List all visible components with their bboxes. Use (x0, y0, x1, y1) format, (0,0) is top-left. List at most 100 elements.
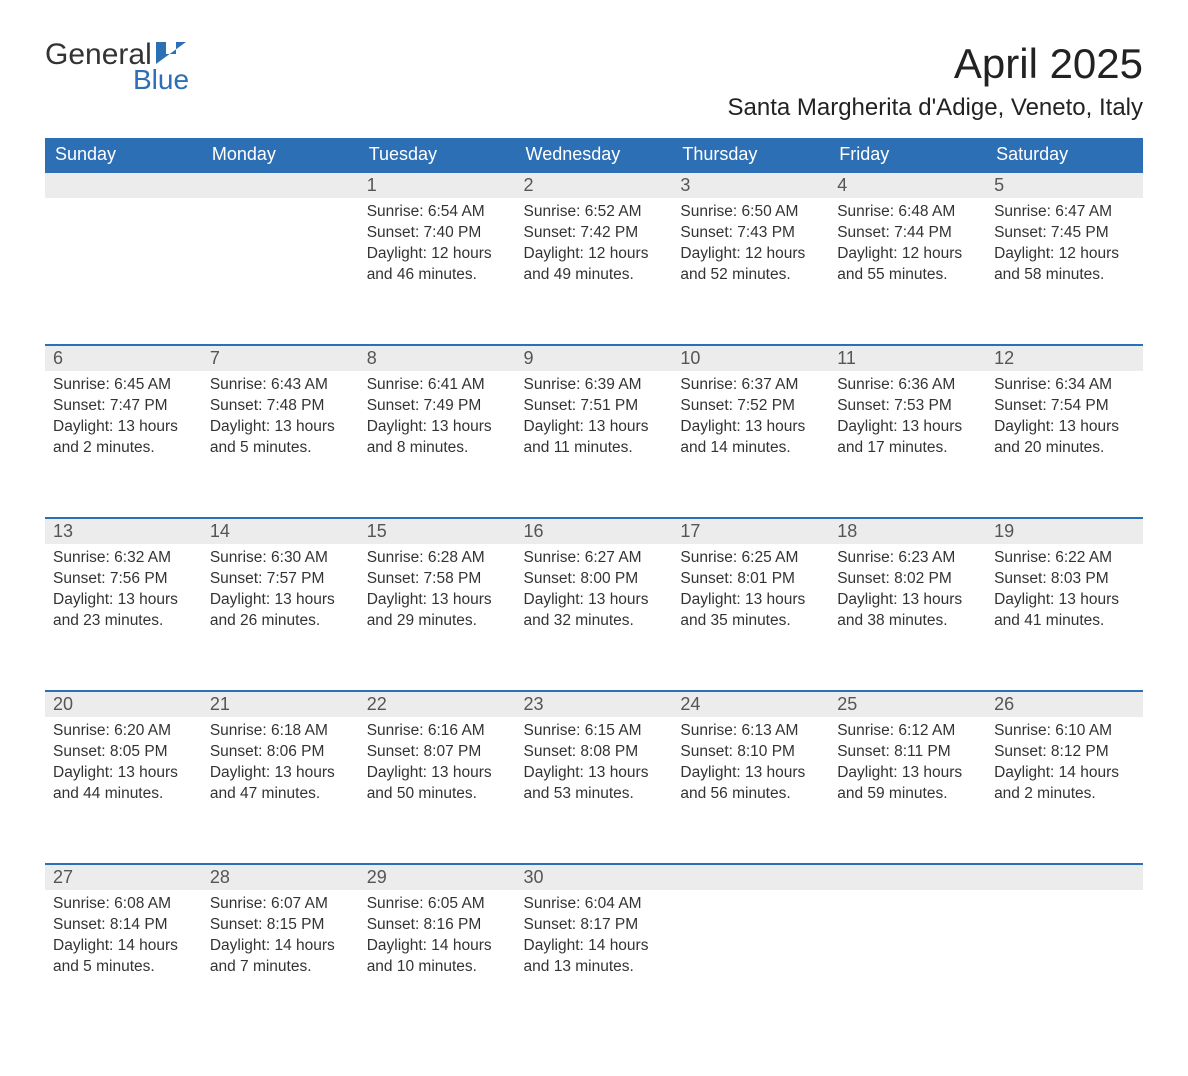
calendar-body: 12345Sunrise: 6:54 AMSunset: 7:40 PMDayl… (45, 172, 1143, 1036)
day2-text: and 26 minutes. (210, 611, 351, 632)
day2-text: and 32 minutes. (524, 611, 665, 632)
day1-text: Daylight: 14 hours (53, 936, 194, 957)
day-content-cell: Sunrise: 6:04 AMSunset: 8:17 PMDaylight:… (516, 890, 673, 1036)
day1-text: Daylight: 13 hours (210, 590, 351, 611)
day-number-cell: 8 (359, 345, 516, 371)
day-number-cell: 30 (516, 864, 673, 890)
sunrise-text: Sunrise: 6:36 AM (837, 375, 978, 396)
sunset-text: Sunset: 7:49 PM (367, 396, 508, 417)
day2-text: and 53 minutes. (524, 784, 665, 805)
sunset-text: Sunset: 8:16 PM (367, 915, 508, 936)
day-number-cell: 13 (45, 518, 202, 544)
sunset-text: Sunset: 8:10 PM (680, 742, 821, 763)
day-number-cell: 15 (359, 518, 516, 544)
day2-text: and 2 minutes. (994, 784, 1135, 805)
week-daynum-row: 6789101112 (45, 345, 1143, 371)
day1-text: Daylight: 13 hours (837, 763, 978, 784)
day2-text: and 10 minutes. (367, 957, 508, 978)
day-content-cell: Sunrise: 6:50 AMSunset: 7:43 PMDaylight:… (672, 198, 829, 345)
day-content-cell: Sunrise: 6:43 AMSunset: 7:48 PMDaylight:… (202, 371, 359, 518)
day-number-cell: 16 (516, 518, 673, 544)
day-content-cell (986, 890, 1143, 1036)
day-content-cell: Sunrise: 6:27 AMSunset: 8:00 PMDaylight:… (516, 544, 673, 691)
day-content-cell: Sunrise: 6:07 AMSunset: 8:15 PMDaylight:… (202, 890, 359, 1036)
day-number-cell: 23 (516, 691, 673, 717)
day1-text: Daylight: 14 hours (994, 763, 1135, 784)
sunset-text: Sunset: 8:14 PM (53, 915, 194, 936)
sunrise-text: Sunrise: 6:52 AM (524, 202, 665, 223)
day-number-cell (202, 172, 359, 198)
sunrise-text: Sunrise: 6:41 AM (367, 375, 508, 396)
day-number-cell: 12 (986, 345, 1143, 371)
day-number-cell: 24 (672, 691, 829, 717)
day-number-cell: 14 (202, 518, 359, 544)
day2-text: and 44 minutes. (53, 784, 194, 805)
day-content-cell (829, 890, 986, 1036)
day-content-cell: Sunrise: 6:12 AMSunset: 8:11 PMDaylight:… (829, 717, 986, 864)
location-subtitle: Santa Margherita d'Adige, Veneto, Italy (727, 94, 1143, 122)
day2-text: and 38 minutes. (837, 611, 978, 632)
day1-text: Daylight: 12 hours (837, 244, 978, 265)
day-content-cell: Sunrise: 6:54 AMSunset: 7:40 PMDaylight:… (359, 198, 516, 345)
sunset-text: Sunset: 7:42 PM (524, 223, 665, 244)
day-content-cell (45, 198, 202, 345)
day2-text: and 55 minutes. (837, 265, 978, 286)
brand-word2: Blue (133, 66, 189, 94)
sunrise-text: Sunrise: 6:32 AM (53, 548, 194, 569)
day-number-cell (829, 864, 986, 890)
sunset-text: Sunset: 7:53 PM (837, 396, 978, 417)
sunset-text: Sunset: 7:43 PM (680, 223, 821, 244)
sunrise-text: Sunrise: 6:27 AM (524, 548, 665, 569)
day-content-cell: Sunrise: 6:25 AMSunset: 8:01 PMDaylight:… (672, 544, 829, 691)
sunrise-text: Sunrise: 6:48 AM (837, 202, 978, 223)
day-content-cell: Sunrise: 6:36 AMSunset: 7:53 PMDaylight:… (829, 371, 986, 518)
sunrise-text: Sunrise: 6:23 AM (837, 548, 978, 569)
sunset-text: Sunset: 8:15 PM (210, 915, 351, 936)
day2-text: and 14 minutes. (680, 438, 821, 459)
day-content-cell: Sunrise: 6:10 AMSunset: 8:12 PMDaylight:… (986, 717, 1143, 864)
sunset-text: Sunset: 8:01 PM (680, 569, 821, 590)
sunrise-text: Sunrise: 6:28 AM (367, 548, 508, 569)
sunset-text: Sunset: 8:02 PM (837, 569, 978, 590)
day-content-cell: Sunrise: 6:22 AMSunset: 8:03 PMDaylight:… (986, 544, 1143, 691)
day-content-cell: Sunrise: 6:23 AMSunset: 8:02 PMDaylight:… (829, 544, 986, 691)
day1-text: Daylight: 12 hours (367, 244, 508, 265)
day1-text: Daylight: 13 hours (524, 590, 665, 611)
day1-text: Daylight: 13 hours (680, 763, 821, 784)
day1-text: Daylight: 13 hours (367, 417, 508, 438)
sunset-text: Sunset: 7:57 PM (210, 569, 351, 590)
day1-text: Daylight: 13 hours (210, 417, 351, 438)
day-content-cell: Sunrise: 6:48 AMSunset: 7:44 PMDaylight:… (829, 198, 986, 345)
day-content-cell: Sunrise: 6:16 AMSunset: 8:07 PMDaylight:… (359, 717, 516, 864)
day2-text: and 56 minutes. (680, 784, 821, 805)
day-content-cell: Sunrise: 6:28 AMSunset: 7:58 PMDaylight:… (359, 544, 516, 691)
day2-text: and 20 minutes. (994, 438, 1135, 459)
day-content-cell: Sunrise: 6:13 AMSunset: 8:10 PMDaylight:… (672, 717, 829, 864)
sunset-text: Sunset: 8:03 PM (994, 569, 1135, 590)
sunset-text: Sunset: 7:47 PM (53, 396, 194, 417)
day-number-cell: 4 (829, 172, 986, 198)
day-content-cell (202, 198, 359, 345)
day-number-cell: 29 (359, 864, 516, 890)
day-content-cell: Sunrise: 6:15 AMSunset: 8:08 PMDaylight:… (516, 717, 673, 864)
day1-text: Daylight: 13 hours (680, 417, 821, 438)
day-number-cell: 17 (672, 518, 829, 544)
day-number-cell: 27 (45, 864, 202, 890)
sunset-text: Sunset: 7:45 PM (994, 223, 1135, 244)
sunset-text: Sunset: 7:51 PM (524, 396, 665, 417)
week-content-row: Sunrise: 6:08 AMSunset: 8:14 PMDaylight:… (45, 890, 1143, 1036)
day-content-cell: Sunrise: 6:47 AMSunset: 7:45 PMDaylight:… (986, 198, 1143, 345)
day-number-cell: 1 (359, 172, 516, 198)
sunset-text: Sunset: 8:00 PM (524, 569, 665, 590)
sunset-text: Sunset: 7:52 PM (680, 396, 821, 417)
day2-text: and 29 minutes. (367, 611, 508, 632)
week-content-row: Sunrise: 6:32 AMSunset: 7:56 PM Daylight:… (45, 544, 1143, 691)
day-content-cell: Sunrise: 6:41 AMSunset: 7:49 PMDaylight:… (359, 371, 516, 518)
flag-icon (156, 42, 186, 64)
sunrise-text: Sunrise: 6:20 AM (53, 721, 194, 742)
sunrise-text: Sunrise: 6:22 AM (994, 548, 1135, 569)
day1-text: Daylight: 12 hours (524, 244, 665, 265)
sunset-text: Sunset: 7:56 PM (53, 569, 194, 590)
day2-text: and 41 minutes. (994, 611, 1135, 632)
day-number-cell: 20 (45, 691, 202, 717)
